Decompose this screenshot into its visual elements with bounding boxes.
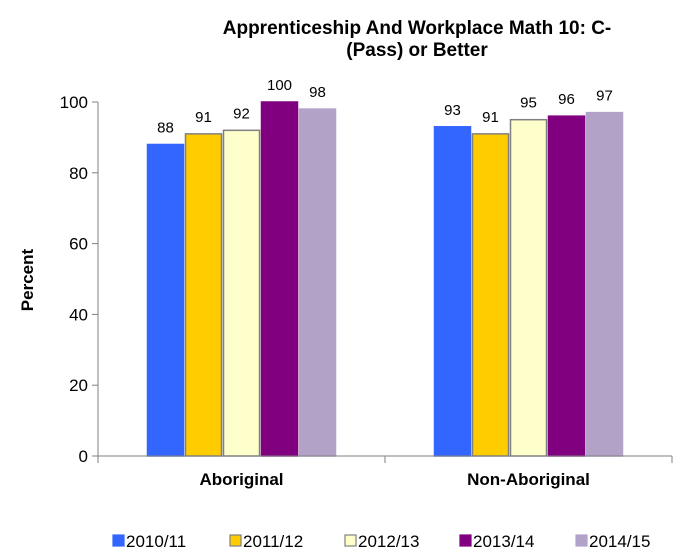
- legend-label: 2013/14: [473, 532, 534, 551]
- legend-label: 2010/11: [126, 532, 186, 551]
- bar: [585, 111, 624, 457]
- data-label: 91: [195, 109, 212, 126]
- category-label: Aboriginal: [199, 470, 283, 489]
- axes: [97, 102, 673, 463]
- category-labels: Aboriginal Non-Aboriginal: [199, 470, 589, 489]
- category-label: Non-Aboriginal: [467, 470, 590, 489]
- y-tick-label: 100: [60, 93, 88, 112]
- bar: [433, 126, 472, 457]
- bar: [222, 129, 261, 457]
- data-label: 96: [558, 91, 575, 108]
- bar: [260, 101, 299, 457]
- chart-title-line-1: Apprenticeship And Workplace Math 10: C-: [223, 18, 612, 39]
- y-tick-label: 60: [69, 235, 88, 254]
- data-label: 95: [520, 95, 537, 112]
- data-label: 100: [267, 77, 292, 94]
- y-tick-label: 80: [69, 164, 88, 183]
- legend-label: 2014/15: [589, 532, 650, 551]
- bars: [146, 101, 624, 457]
- bar: [146, 143, 185, 457]
- legend-swatch: [459, 534, 472, 547]
- y-axis-title: Percent: [18, 248, 37, 311]
- legend-swatch: [229, 534, 242, 547]
- bar: [509, 118, 548, 457]
- data-label: 98: [309, 84, 326, 101]
- data-labels: 88 91 92 100 98 93 91 95 96 97: [157, 77, 613, 136]
- bar: [184, 133, 223, 457]
- bar: [471, 133, 510, 457]
- chart-title: Apprenticeship And Workplace Math 10: C-…: [223, 18, 612, 61]
- data-label: 93: [444, 102, 461, 119]
- y-tick-label: 40: [69, 305, 88, 324]
- legend: 2010/11 2011/12 2012/13 2013/14 2014/15: [112, 532, 650, 551]
- legend-swatch: [344, 534, 357, 547]
- legend-swatch: [575, 534, 588, 547]
- data-label: 88: [157, 119, 174, 136]
- data-label: 92: [233, 105, 250, 122]
- data-label: 97: [596, 88, 613, 105]
- legend-swatch: [112, 534, 125, 547]
- y-axis-ticks: 0 20 40 60 80 100: [60, 93, 98, 466]
- legend-label: 2011/12: [243, 532, 303, 551]
- y-tick-label: 20: [69, 376, 88, 395]
- legend-label: 2012/13: [358, 532, 419, 551]
- bar: [298, 108, 337, 457]
- y-tick-label: 0: [79, 447, 88, 466]
- chart-title-line-2: (Pass) or Better: [346, 40, 488, 61]
- data-label: 91: [482, 109, 499, 126]
- bar: [547, 115, 586, 457]
